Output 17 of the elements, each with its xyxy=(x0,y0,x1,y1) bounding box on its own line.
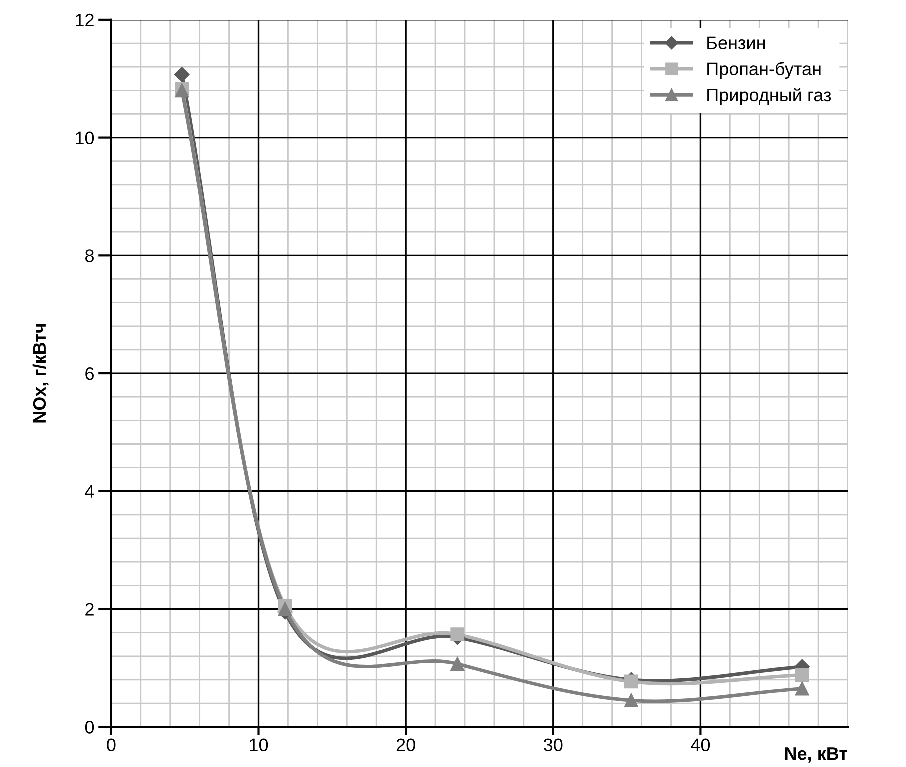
x-tick-label: 40 xyxy=(691,738,710,752)
y-tick-label: 6 xyxy=(86,367,94,380)
y-tick-label: 8 xyxy=(86,250,94,262)
legend-label: Пропан-бутан xyxy=(708,62,821,80)
y-tick-label: 12 xyxy=(76,14,94,26)
y-tick-label: 4 xyxy=(85,486,94,498)
y-tick-label: 0 xyxy=(85,721,94,734)
x-tick-label: 0 xyxy=(107,738,116,752)
x-tick-label: 10 xyxy=(250,738,268,752)
x-tick-label: 20 xyxy=(396,738,416,752)
y-tick-label: 2 xyxy=(86,603,94,616)
legend-label: Природный газ xyxy=(708,88,832,106)
x-axis-title: Ne, кВт xyxy=(785,748,848,763)
y-axis-title: NOx, г/кВтч xyxy=(32,324,49,423)
x-tick-label: 30 xyxy=(544,738,563,752)
legend-label: Бензин xyxy=(708,36,766,50)
y-tick-label: 10 xyxy=(76,132,94,145)
